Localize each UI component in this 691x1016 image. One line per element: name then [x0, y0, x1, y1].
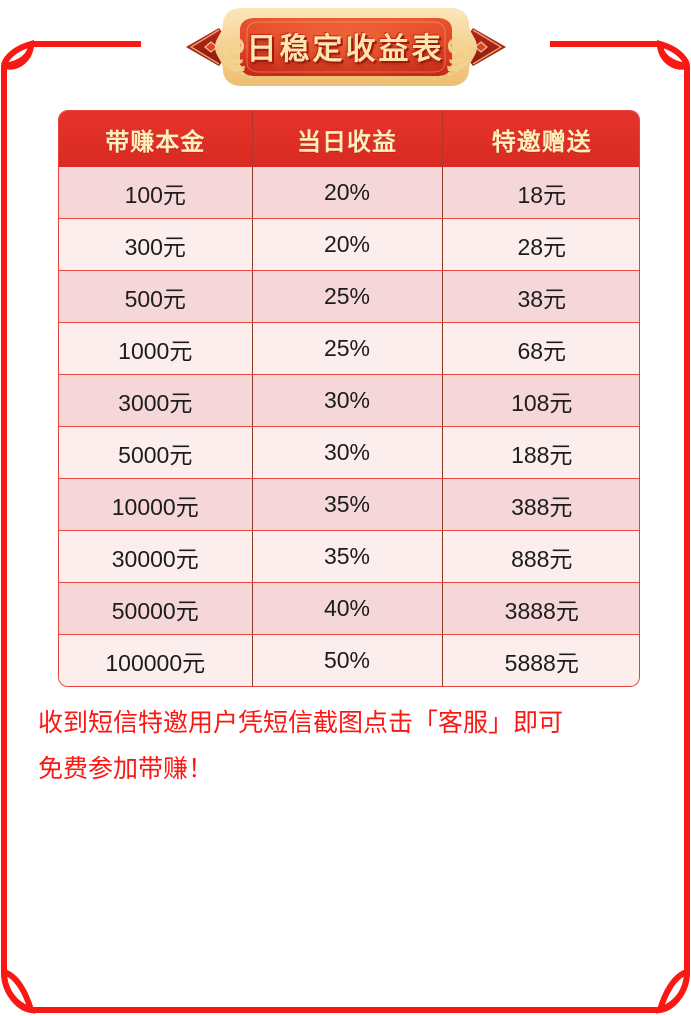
rate-table-container: 带赚本金 当日收益 特邀赠送 100元 20% 18元 300元 20% 28元… — [58, 110, 640, 687]
cloud-swirl-icon — [432, 37, 470, 80]
table-row: 500元 25% 38元 — [59, 270, 639, 323]
footer-note-line-2: 免费参加带赚！ — [38, 755, 214, 783]
cell-daily-rate: 35% — [252, 478, 443, 531]
cell-invite-bonus: 38元 — [442, 270, 639, 323]
cell-daily-rate: 25% — [252, 322, 443, 375]
table-row: 50000元 40% 3888元 — [59, 582, 639, 635]
cell-principal: 100元 — [59, 167, 253, 219]
cell-invite-bonus: 5888元 — [442, 634, 639, 686]
cell-invite-bonus: 3888元 — [442, 582, 639, 635]
cell-daily-rate: 35% — [252, 530, 443, 583]
table-row: 100000元 50% 5888元 — [59, 634, 639, 686]
cell-invite-bonus: 188元 — [442, 426, 639, 479]
cell-principal: 50000元 — [59, 582, 253, 635]
rate-table-body: 100元 20% 18元 300元 20% 28元 500元 25% 38元 1… — [59, 167, 639, 686]
table-row: 30000元 35% 888元 — [59, 530, 639, 583]
diamond-ornament-icon — [203, 41, 218, 53]
cell-principal: 500元 — [59, 270, 253, 323]
diamond-ornament-icon — [473, 41, 488, 53]
title-banner: 日稳定收益表 — [123, 0, 569, 95]
rate-table: 带赚本金 当日收益 特邀赠送 100元 20% 18元 300元 20% 28元… — [59, 111, 639, 686]
cell-principal: 30000元 — [59, 530, 253, 583]
cell-principal: 10000元 — [59, 478, 253, 531]
cell-invite-bonus: 18元 — [442, 167, 639, 219]
cell-invite-bonus: 888元 — [442, 530, 639, 583]
footer-note-line-1: 收到短信特邀用户凭短信截图点击「客服」即可 — [38, 709, 564, 737]
cell-daily-rate: 20% — [252, 218, 443, 271]
table-row: 10000元 35% 388元 — [59, 478, 639, 531]
cell-daily-rate: 40% — [252, 582, 443, 635]
cell-daily-rate: 50% — [252, 634, 443, 686]
banner-graphic-svg — [185, 8, 506, 86]
cell-principal: 1000元 — [59, 322, 253, 375]
column-header-daily-rate: 当日收益 — [252, 111, 443, 167]
column-header-principal: 带赚本金 — [59, 111, 253, 167]
page-title: 日稳定收益表 — [246, 32, 445, 66]
column-header-invite-bonus: 特邀赠送 — [442, 111, 639, 167]
cell-principal: 3000元 — [59, 374, 253, 427]
table-row: 3000元 30% 108元 — [59, 374, 639, 427]
table-row: 1000元 25% 68元 — [59, 322, 639, 375]
cell-principal: 5000元 — [59, 426, 253, 479]
cell-daily-rate: 30% — [252, 374, 443, 427]
cell-daily-rate: 20% — [252, 167, 443, 219]
cell-invite-bonus: 388元 — [442, 478, 639, 531]
cell-invite-bonus: 28元 — [442, 218, 639, 271]
table-row: 5000元 30% 188元 — [59, 426, 639, 479]
cell-daily-rate: 30% — [252, 426, 443, 479]
table-row: 100元 20% 18元 — [59, 167, 639, 219]
footer-note: 收到短信特邀用户凭短信截图点击「客服」即可 免费参加带赚！ — [38, 700, 658, 792]
table-row: 300元 20% 28元 — [59, 218, 639, 271]
cell-daily-rate: 25% — [252, 270, 443, 323]
cloud-swirl-icon — [221, 37, 259, 80]
cell-principal: 100000元 — [59, 634, 253, 686]
cell-invite-bonus: 68元 — [442, 322, 639, 375]
cell-principal: 300元 — [59, 218, 253, 271]
table-header-row: 带赚本金 当日收益 特邀赠送 — [59, 111, 639, 167]
cell-invite-bonus: 108元 — [442, 374, 639, 427]
